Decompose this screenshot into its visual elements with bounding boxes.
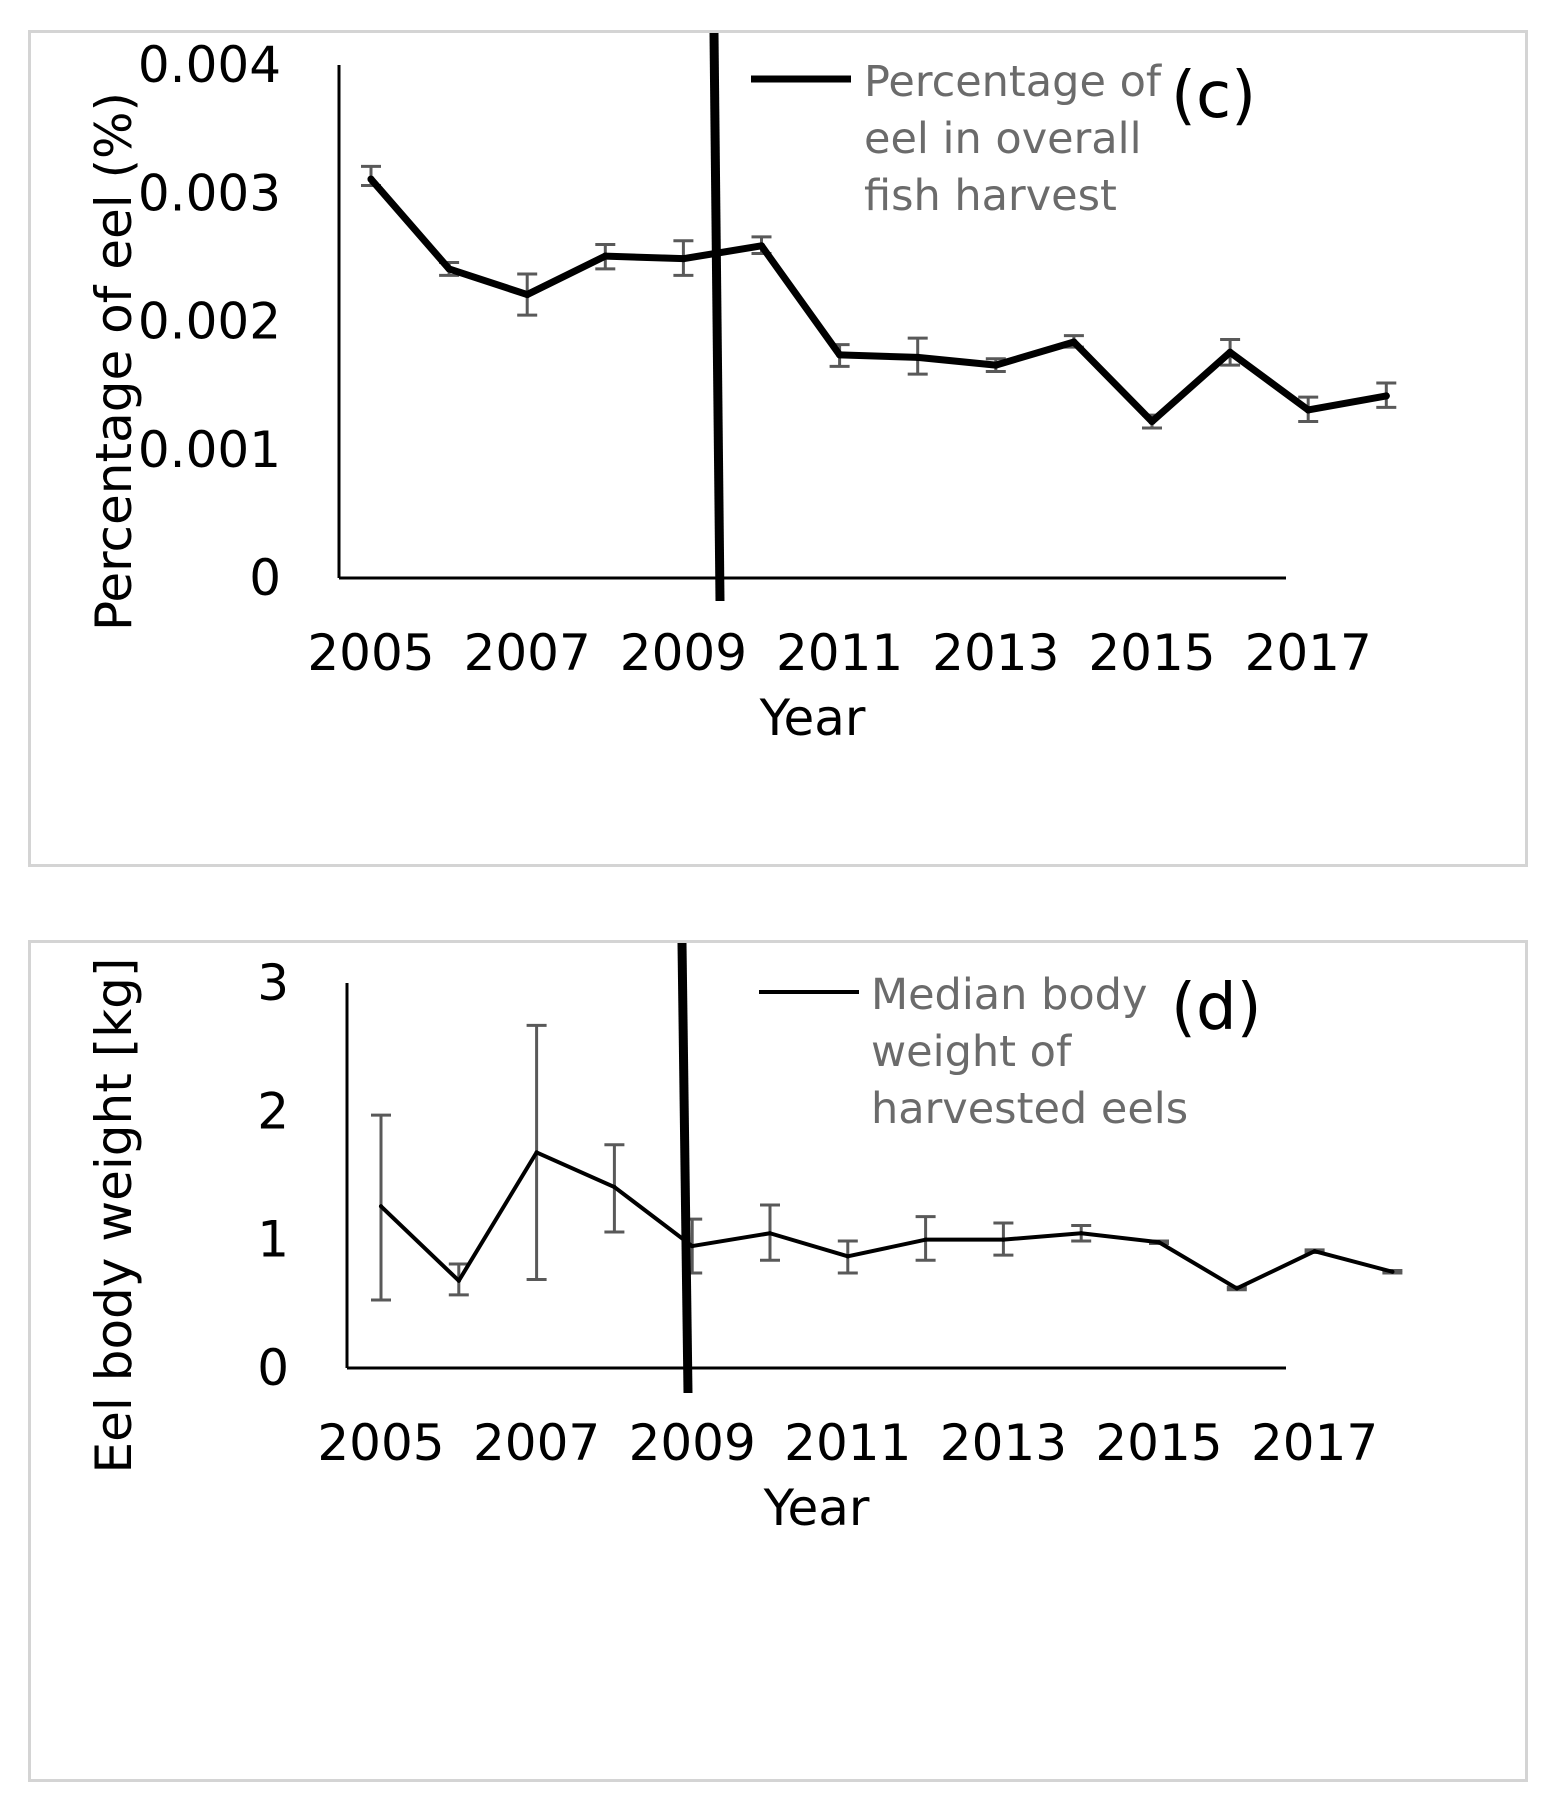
chart-panel-d: 0 1 2 3 2005 2007 2009 2011 2013 2015 2017 Year Eel … [28, 940, 1528, 1782]
y-tick-label: 0.002 [138, 293, 281, 351]
data-point [534, 1150, 539, 1155]
data-point [1070, 338, 1078, 346]
data-point [845, 1254, 850, 1259]
data-point [1226, 348, 1234, 356]
y-tick-label: 0.003 [138, 164, 281, 222]
reference-line [677, 942, 693, 1394]
series-segment [379, 1204, 461, 1283]
data-point [1304, 406, 1312, 414]
reference-line [709, 32, 725, 602]
legend-text: Percentage of [864, 57, 1162, 107]
series-segment [445, 265, 531, 299]
x-tick-label: 2015 [1088, 624, 1215, 682]
y-axis-title: Percentage of eel (%) [85, 92, 143, 631]
series-segment [456, 1150, 539, 1283]
data-point [992, 361, 1000, 369]
panel-label: (d) [1171, 971, 1262, 1045]
chart-d-svg: 0 1 2 3 2005 2007 2009 2011 2013 2015 2017 Year Eel … [85, 942, 1403, 1537]
x-axis-title: Year [759, 689, 866, 747]
y-tick-label: 0 [257, 1339, 289, 1397]
data-point [445, 265, 453, 273]
x-tick-label: 2007 [464, 624, 591, 682]
x-tick-label: 2009 [629, 1414, 756, 1472]
series-segment [523, 252, 609, 299]
data-point [1382, 392, 1390, 400]
data-point [1157, 1240, 1161, 1245]
data-point [768, 1231, 772, 1236]
y-tick-label: 0 [249, 549, 281, 607]
series-segment [367, 175, 453, 273]
legend-text: harvested eels [871, 1084, 1188, 1134]
data-point [523, 291, 531, 299]
x-tick-label: 2011 [784, 1414, 911, 1472]
series-segment [1312, 1249, 1395, 1274]
data-point [367, 175, 375, 183]
series-segment [768, 1231, 850, 1259]
data-point [758, 242, 765, 250]
data-point [1312, 1249, 1317, 1254]
legend-text: Median body [871, 970, 1147, 1020]
x-tick-label: 2015 [1095, 1414, 1222, 1472]
x-tick-label: 2007 [473, 1414, 600, 1472]
x-tick-label: 2005 [307, 624, 434, 682]
legend-text: fish harvest [864, 171, 1117, 221]
x-axis-title: Year [763, 1479, 870, 1537]
panel-label: (c) [1171, 59, 1256, 133]
series-segment [1157, 1240, 1239, 1291]
data-point [1148, 418, 1156, 426]
data-point [601, 252, 609, 260]
series-segment [679, 242, 765, 263]
legend-text: weight of [871, 1027, 1072, 1077]
data-point [456, 1278, 461, 1283]
data-point [679, 255, 687, 263]
x-tick-label: 2017 [1245, 624, 1372, 682]
y-axis-title: Eel body weight [kg] [85, 958, 143, 1474]
x-tick-label: 2009 [620, 624, 747, 682]
data-point [1234, 1286, 1239, 1291]
series-segment [836, 351, 922, 361]
chart-c-svg: 0 0.001 0.002 0.003 0.004 2005 2007 2009 2011 201… [85, 32, 1397, 747]
chart-panel-c: 0 0.001 0.002 0.003 0.004 2005 2007 2009 2011 201… [28, 30, 1528, 867]
series-segment [914, 353, 1000, 369]
data-point [836, 351, 844, 359]
y-tick-label: 1 [257, 1211, 289, 1269]
data-point [914, 353, 922, 361]
series-segment [1148, 348, 1234, 426]
series-segment [612, 1185, 695, 1249]
y-tick-label: 2 [257, 1082, 289, 1140]
series-segment [992, 338, 1078, 369]
series-segment [601, 252, 687, 263]
series-segment [534, 1150, 617, 1190]
x-tick-label: 2017 [1251, 1414, 1378, 1472]
x-tick-label: 2013 [932, 624, 1059, 682]
data-point [1079, 1231, 1084, 1236]
y-tick-label: 3 [257, 954, 289, 1012]
series-segment [845, 1237, 928, 1259]
data-point [612, 1185, 617, 1190]
x-tick-label: 2005 [317, 1414, 444, 1472]
data-point [1390, 1269, 1395, 1274]
x-tick-label: 2013 [940, 1414, 1067, 1472]
data-point [379, 1204, 383, 1209]
y-tick-label: 0.004 [138, 36, 281, 94]
series-segment [758, 242, 844, 359]
data-point [1001, 1237, 1006, 1242]
data-point [923, 1237, 928, 1242]
legend-text: eel in overall [864, 114, 1142, 164]
series-segment [690, 1231, 772, 1249]
series-segment [1226, 348, 1312, 414]
series-segment [1070, 338, 1156, 426]
series-segment [1234, 1249, 1317, 1291]
x-tick-label: 2011 [776, 624, 903, 682]
series-segment [1079, 1231, 1161, 1245]
data-point [690, 1244, 695, 1249]
y-tick-label: 0.001 [138, 421, 281, 479]
series-segment [1001, 1231, 1084, 1242]
series-segment [1304, 392, 1390, 414]
